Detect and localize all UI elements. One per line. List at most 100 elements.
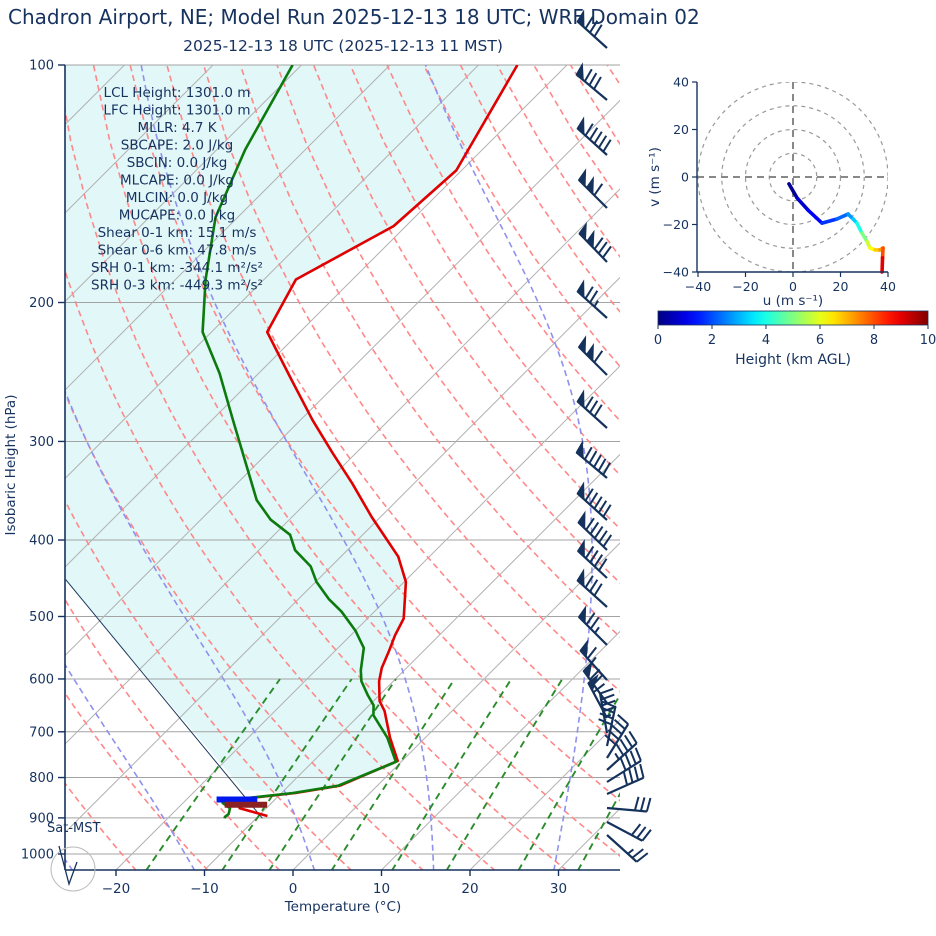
wind-barb-full	[633, 766, 640, 781]
parcel-path-line	[65, 579, 263, 819]
wind-barb-full	[600, 706, 615, 714]
isotherm--20	[115, 365, 620, 870]
wind-barb-full	[601, 700, 616, 708]
temp-tick-label-0: 0	[289, 881, 298, 897]
temp-tick-label-10: 10	[373, 881, 390, 897]
wind-barb-half	[594, 626, 600, 634]
wind-barb-staff	[606, 776, 644, 796]
wind-barb-pennant	[576, 389, 585, 409]
pressure-tick-label-500: 500	[29, 610, 54, 625]
wind-barb-full	[639, 763, 645, 778]
sounding-profiles	[65, 65, 519, 819]
wind-barb-full	[639, 797, 646, 812]
colorbar-gradient	[657, 310, 929, 326]
isotherm-30	[558, 807, 620, 870]
colorbar-tick-label-4: 4	[762, 333, 770, 348]
wind-barb-full	[602, 139, 612, 153]
isotherm-0	[292, 542, 620, 870]
wind-barb-staff	[606, 834, 638, 863]
mixing-ratio-5	[330, 678, 456, 870]
skewt-axes: 100 200 300 400 500 600 700 800 900 1000 −20 −10 0 10…	[21, 59, 620, 897]
wind-barb-full	[588, 72, 598, 86]
wind-barb-full	[589, 579, 599, 593]
dry-adiabat-356	[312, 65, 620, 530]
hodograph-trace-segment	[795, 196, 810, 212]
wind-barb-pennant	[587, 673, 599, 692]
dry-adiabat-412	[569, 65, 620, 146]
stat-mucape: MUCAPE: 0.0 J/kg	[119, 208, 235, 224]
wind-barb-staff	[606, 759, 642, 783]
wind-barb-pennant	[576, 116, 585, 136]
wind-barb-full	[593, 526, 604, 539]
hodo-v-tick-label--40: −40	[663, 265, 689, 280]
wind-barb-pennant	[575, 62, 584, 82]
wind-barb-full	[645, 797, 652, 812]
wind-barb-full	[593, 496, 603, 510]
wind-barb-full	[602, 462, 612, 476]
wind-barb-staff	[598, 693, 609, 734]
colorbar-tick-label-0: 0	[654, 333, 662, 348]
dry-adiabat-364	[349, 65, 620, 477]
hodo-u-tick-label--20: −20	[732, 279, 758, 294]
dry-adiabat-284	[65, 391, 424, 870]
wind-barb-full	[585, 612, 596, 626]
wind-barb-pennant	[577, 510, 586, 530]
pressure-tick-label-300: 300	[29, 435, 54, 450]
hodograph-grid	[697, 82, 888, 272]
dry-adiabat-252	[65, 781, 137, 870]
wind-barb-full	[593, 583, 603, 597]
pressure-tick-label-800: 800	[29, 771, 54, 786]
stat-mlcape: MLCAPE: 0.0 J/kg	[120, 173, 234, 189]
isotherm--80	[65, 65, 391, 391]
wind-barb-staff	[606, 821, 643, 842]
hodo-ring-20	[744, 128, 842, 226]
wind-barb-half	[614, 752, 620, 760]
wind-barb-full	[615, 742, 625, 756]
stat-shear01: Shear 0-1 km: 15.1 m/s	[98, 225, 257, 241]
hodo-v-tick-label-0: 0	[681, 170, 689, 185]
wind-barb-full	[593, 76, 602, 90]
wind-barb-full	[589, 127, 599, 141]
dry-adiabat-300	[65, 105, 568, 870]
wind-barb-full	[584, 545, 595, 559]
wind-barb-full	[588, 450, 598, 464]
wind-barb-full	[586, 646, 598, 660]
mixing-ratio-1	[145, 678, 281, 870]
dry-adiabat-308	[92, 65, 620, 858]
wind-barb-full	[602, 534, 613, 548]
wind-barb-pennant	[586, 229, 595, 249]
wind-barb-full	[610, 724, 623, 735]
wind-barb-full	[624, 734, 634, 748]
wind-barb-full	[593, 131, 603, 145]
dry-adiabat-380	[422, 65, 620, 368]
wind-barb-full	[589, 492, 599, 506]
colorbar-tick-label-2: 2	[708, 333, 716, 348]
wind-barb-full	[602, 245, 612, 259]
stat-mlcin: MLCIN: 0.0 J/kg	[126, 190, 228, 206]
wind-barb-full	[593, 237, 604, 250]
wind-barb-full	[589, 290, 599, 304]
wind-barb-half	[593, 300, 599, 308]
wind-barb-full	[628, 730, 638, 744]
wind-barb-full	[589, 550, 599, 563]
wind-barb-full	[598, 530, 608, 543]
dry-adiabat-396	[496, 65, 620, 259]
wind-barb-pennant	[575, 440, 584, 460]
pressure-tick-label-100: 100	[29, 59, 54, 74]
hodo-u-tick-label-0: 0	[789, 279, 797, 294]
isotherm--70	[65, 65, 479, 480]
wind-barb-full	[607, 729, 620, 741]
stat-srh01: SRH 0-1 km: -344.1 m²/s²	[91, 260, 263, 276]
wind-barb-full	[584, 123, 594, 137]
pressure-tick-label-600: 600	[29, 672, 54, 687]
wind-barb-pennant	[576, 279, 585, 299]
wind-barb-full	[636, 852, 649, 863]
wind-barb-full	[597, 135, 608, 149]
wind-barb-full	[584, 16, 594, 30]
isotherm--60	[65, 65, 568, 568]
hodograph-trace-segment	[787, 182, 799, 200]
wind-barb-pennant	[585, 176, 594, 196]
wind-barb-full	[593, 554, 604, 567]
wind-barb-staff	[606, 723, 630, 759]
temp-tick-label-20: 20	[461, 881, 478, 897]
